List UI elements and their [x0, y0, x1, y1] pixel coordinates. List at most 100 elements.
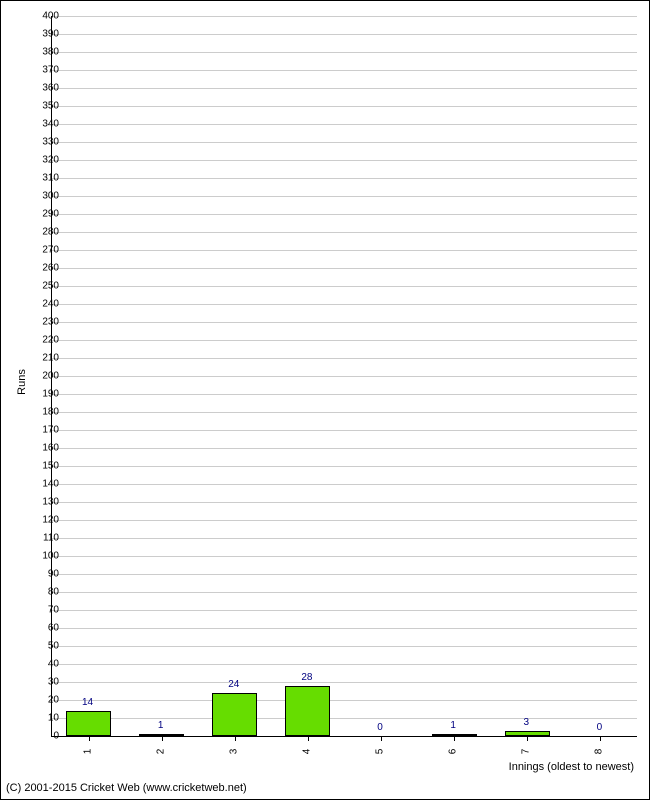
y-tick-label: 300 [19, 191, 59, 202]
y-tick-label: 90 [19, 569, 59, 580]
y-tick-label: 230 [19, 317, 59, 328]
bar-value-label: 14 [82, 697, 93, 708]
y-tick-label: 50 [19, 641, 59, 652]
gridline [52, 142, 637, 143]
x-tick-label: 3 [228, 742, 239, 762]
gridline [52, 70, 637, 71]
bar [285, 686, 330, 736]
gridline [52, 340, 637, 341]
gridline [52, 718, 637, 719]
gridline [52, 700, 637, 701]
gridline [52, 484, 637, 485]
y-tick-label: 60 [19, 623, 59, 634]
gridline [52, 430, 637, 431]
gridline [52, 160, 637, 161]
gridline [52, 88, 637, 89]
x-tick-mark [235, 736, 236, 741]
gridline [52, 646, 637, 647]
y-tick-label: 120 [19, 515, 59, 526]
bar-value-label: 3 [524, 717, 530, 728]
y-tick-label: 360 [19, 83, 59, 94]
y-tick-label: 340 [19, 119, 59, 130]
x-tick-label: 4 [301, 742, 312, 762]
y-tick-label: 320 [19, 155, 59, 166]
y-tick-label: 240 [19, 299, 59, 310]
gridline [52, 52, 637, 53]
y-tick-label: 40 [19, 659, 59, 670]
gridline [52, 16, 637, 17]
y-tick-label: 250 [19, 281, 59, 292]
y-tick-label: 10 [19, 713, 59, 724]
y-tick-label: 110 [19, 533, 59, 544]
bar-value-label: 28 [301, 672, 312, 683]
gridline [52, 250, 637, 251]
gridline [52, 178, 637, 179]
gridline [52, 412, 637, 413]
x-tick-mark [454, 736, 455, 741]
x-tick-label: 8 [594, 742, 605, 762]
gridline [52, 196, 637, 197]
gridline [52, 304, 637, 305]
y-tick-label: 330 [19, 137, 59, 148]
y-tick-label: 20 [19, 695, 59, 706]
gridline [52, 682, 637, 683]
y-tick-label: 310 [19, 173, 59, 184]
gridline [52, 592, 637, 593]
y-tick-label: 70 [19, 605, 59, 616]
x-tick-label: 5 [375, 742, 386, 762]
plot-area [51, 16, 637, 737]
chart-container: Runs Innings (oldest to newest) (C) 2001… [0, 0, 650, 800]
x-axis-label: Innings (oldest to newest) [509, 761, 634, 773]
y-tick-label: 150 [19, 461, 59, 472]
bar-value-label: 0 [377, 722, 383, 733]
gridline [52, 214, 637, 215]
x-tick-label: 2 [155, 742, 166, 762]
x-tick-label: 7 [521, 742, 532, 762]
copyright-text: (C) 2001-2015 Cricket Web (www.cricketwe… [6, 782, 247, 794]
gridline [52, 610, 637, 611]
y-tick-label: 390 [19, 29, 59, 40]
bar [66, 711, 111, 736]
y-tick-label: 380 [19, 47, 59, 58]
y-tick-label: 130 [19, 497, 59, 508]
x-tick-label: 6 [448, 742, 459, 762]
y-tick-label: 0 [19, 731, 59, 742]
x-tick-mark [527, 736, 528, 741]
gridline [52, 556, 637, 557]
y-tick-label: 270 [19, 245, 59, 256]
gridline [52, 124, 637, 125]
y-tick-label: 260 [19, 263, 59, 274]
gridline [52, 232, 637, 233]
bar-value-label: 1 [450, 720, 456, 731]
y-tick-label: 350 [19, 101, 59, 112]
y-tick-label: 100 [19, 551, 59, 562]
gridline [52, 628, 637, 629]
y-tick-label: 170 [19, 425, 59, 436]
gridline [52, 520, 637, 521]
y-tick-label: 200 [19, 371, 59, 382]
y-tick-label: 400 [19, 11, 59, 22]
gridline [52, 268, 637, 269]
gridline [52, 376, 637, 377]
y-tick-label: 80 [19, 587, 59, 598]
bar-value-label: 1 [158, 720, 164, 731]
y-tick-label: 370 [19, 65, 59, 76]
bar-value-label: 0 [597, 722, 603, 733]
x-tick-mark [89, 736, 90, 741]
gridline [52, 322, 637, 323]
gridline [52, 106, 637, 107]
gridline [52, 394, 637, 395]
y-tick-label: 180 [19, 407, 59, 418]
y-tick-label: 220 [19, 335, 59, 346]
y-tick-label: 190 [19, 389, 59, 400]
gridline [52, 448, 637, 449]
bar [212, 693, 257, 736]
x-tick-mark [162, 736, 163, 741]
y-tick-label: 140 [19, 479, 59, 490]
gridline [52, 502, 637, 503]
x-tick-mark [600, 736, 601, 741]
bar-value-label: 24 [228, 679, 239, 690]
gridline [52, 538, 637, 539]
y-tick-label: 280 [19, 227, 59, 238]
y-tick-label: 210 [19, 353, 59, 364]
